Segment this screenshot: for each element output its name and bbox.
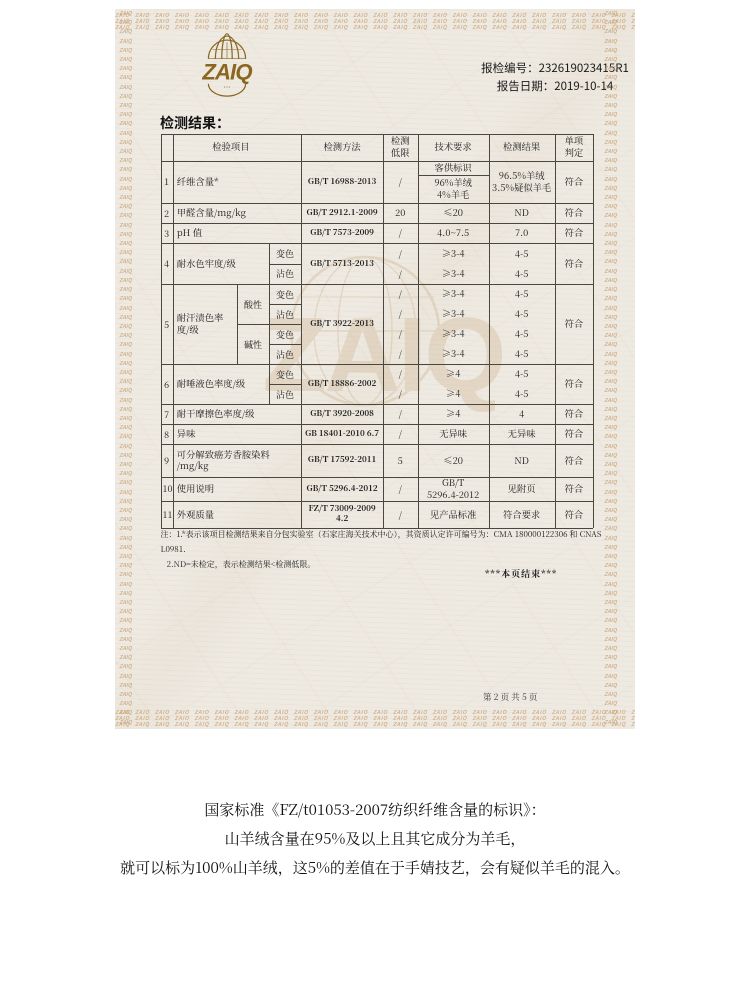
svg-text:ZAIQ: ZAIQ <box>201 60 252 85</box>
svg-text:• • •: • • • <box>224 85 231 89</box>
